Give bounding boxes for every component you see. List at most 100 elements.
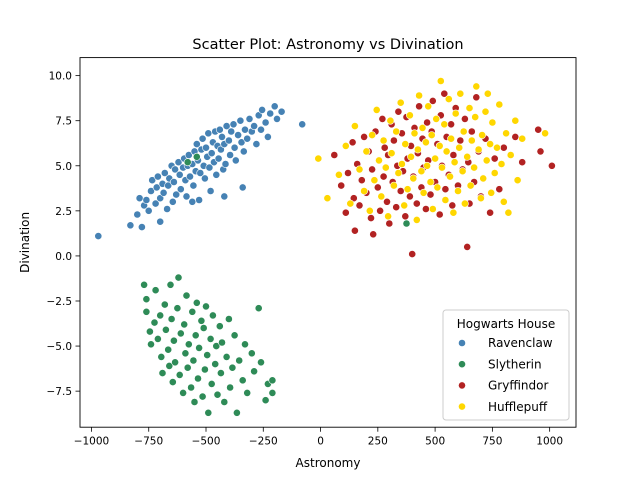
point-hufflepuff [424,102,433,111]
point-slytherin [228,363,237,372]
point-slytherin [198,392,207,401]
point-hufflepuff [350,122,359,130]
y-tick-label: 0.0 [55,251,72,263]
point-ravenclaw [207,149,216,158]
legend-marker-slytherin [458,360,466,369]
point-hufflepuff [442,147,451,156]
point-slytherin [216,369,225,377]
point-ravenclaw [156,217,165,226]
point-hufflepuff [431,154,439,163]
point-hufflepuff [486,140,494,148]
point-slytherin [222,352,231,361]
point-ravenclaw [153,172,162,181]
legend-box [442,309,570,421]
point-gryffindor [367,214,375,222]
point-gryffindor [428,97,437,105]
point-hufflepuff [392,127,401,136]
point-ravenclaw [169,178,178,186]
point-gryffindor [360,132,368,141]
point-gryffindor [348,138,357,147]
point-hufflepuff [435,141,444,150]
point-slytherin [176,329,185,338]
point-hufflepuff [455,143,464,152]
point-gryffindor [511,132,520,141]
point-gryffindor [421,205,430,213]
point-slytherin [157,352,166,361]
legend-entries: Ravenclaw Slytherin Gryffindor Hufflepuff [458,336,553,414]
point-ravenclaw [258,106,266,114]
point-hufflepuff [454,187,462,195]
point-ravenclaw [273,115,281,123]
point-ravenclaw [257,125,265,134]
point-gryffindor [412,199,421,208]
point-hufflepuff [463,152,472,161]
point-hufflepuff [386,116,395,125]
point-ravenclaw [236,116,245,125]
legend-label-ravenclaw: Ravenclaw [488,336,553,350]
point-hufflepuff [401,140,410,148]
point-hufflepuff [513,176,522,185]
point-gryffindor [490,154,499,163]
point-ravenclaw [227,127,236,136]
point-hufflepuff [483,89,492,98]
point-slytherin [226,383,234,392]
point-hufflepuff [466,181,475,190]
point-slytherin [257,358,265,367]
point-ravenclaw [243,134,252,143]
point-hufflepuff [428,205,437,213]
point-slytherin [140,280,148,289]
x-axis-label: Astronomy [296,456,361,470]
point-gryffindor [548,161,556,170]
point-ravenclaw [214,154,223,163]
point-gryffindor [408,250,417,258]
point-slytherin [153,334,162,343]
point-slytherin [195,343,203,352]
point-slytherin [160,300,169,309]
x-tick-label: 250 [368,436,388,448]
point-hufflepuff [541,129,549,138]
point-gryffindor [380,143,389,152]
point-ravenclaw [226,151,234,159]
point-hufflepuff [415,91,423,100]
point-ravenclaw [144,206,153,215]
point-slytherin [207,379,216,388]
legend-title: Hogwarts House [457,317,555,331]
x-tick-label: 0 [317,436,324,448]
point-hufflepuff [365,206,374,215]
y-axis-ticks: −7.5 −5.0 −2.5 0.0 2.5 5.0 7.5 10.0 [47,71,80,398]
point-hufflepuff [476,194,485,203]
point-hufflepuff [412,215,421,224]
point-ravenclaw [171,165,179,174]
point-gryffindor [401,212,410,221]
point-slytherin [179,388,187,397]
point-slytherin [202,302,210,311]
point-slytherin [147,340,155,349]
point-gryffindor [472,93,481,102]
point-ravenclaw [206,187,215,195]
point-hufflepuff [375,156,383,165]
point-slytherin [174,273,183,282]
x-tick-label: −1000 [74,436,110,448]
point-hufflepuff [465,104,474,112]
point-ravenclaw [234,131,242,139]
point-hufflepuff [449,208,458,217]
point-hufflepuff [346,199,355,208]
point-ravenclaw [192,140,201,148]
point-ravenclaw [148,176,157,185]
point-hufflepuff [495,100,504,109]
point-ravenclaw [202,143,210,152]
point-ravenclaw [152,183,161,192]
x-tick-label: 500 [425,436,445,448]
point-slytherin [192,298,201,307]
y-tick-label: 5.0 [55,161,72,173]
point-ravenclaw [133,210,142,219]
point-slytherin [158,369,167,377]
point-hufflepuff [470,163,478,172]
point-ravenclaw [224,136,233,145]
point-gryffindor [486,208,494,217]
point-hufflepuff [471,113,480,121]
point-gryffindor [355,201,364,210]
point-slytherin [206,334,215,343]
y-tick-label: −5.0 [47,341,73,353]
point-gryffindor [389,136,398,145]
